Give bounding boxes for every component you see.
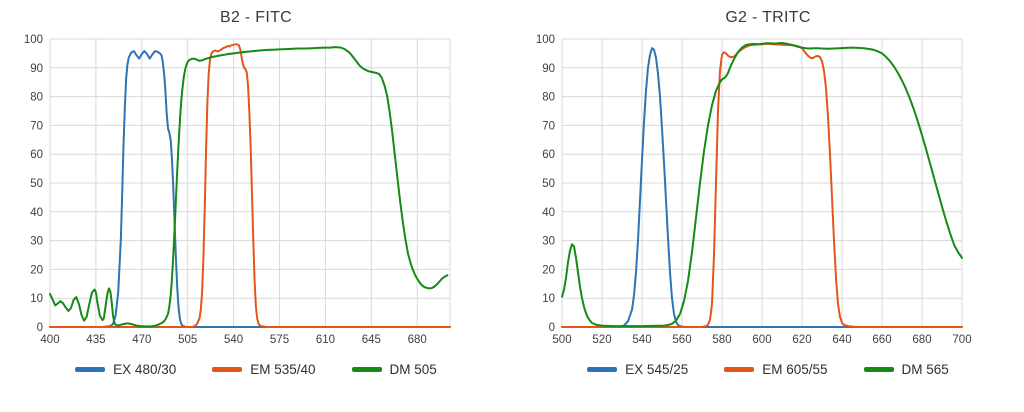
y-tick-label: 40 xyxy=(542,207,555,219)
series-em-605-55 xyxy=(561,42,963,328)
legend-item-ex-545-25: EX 545/25 xyxy=(587,362,688,377)
y-tick-label: 80 xyxy=(542,92,555,104)
legend-label: EM 535/40 xyxy=(250,361,316,377)
x-tick-label: 600 xyxy=(752,334,771,346)
legend-item-em-535-40: EM 535/40 xyxy=(212,361,316,377)
y-tick-label: 60 xyxy=(542,149,555,161)
legend-swatch xyxy=(351,366,382,372)
x-tick-label: 640 xyxy=(832,334,851,346)
x-tick-label: 540 xyxy=(224,334,243,346)
x-tick-label: 660 xyxy=(872,334,891,346)
y-tick-label: 100 xyxy=(536,34,555,46)
series-dm-505 xyxy=(49,46,449,328)
x-tick-label: 470 xyxy=(132,334,151,346)
y-tick-label: 40 xyxy=(30,207,43,219)
series-ex-480-30 xyxy=(49,50,451,328)
legend-label: DM 505 xyxy=(389,361,437,377)
chart-title-b2-fitc: B2 - FITC xyxy=(219,9,293,26)
x-tick-label: 520 xyxy=(592,334,611,346)
y-tick-label: 50 xyxy=(542,178,555,190)
series-ex-545-25 xyxy=(561,47,963,328)
y-tick-label: 90 xyxy=(542,63,555,75)
y-tick-label: 0 xyxy=(549,322,555,334)
y-tick-label: 60 xyxy=(30,149,43,161)
y-tick-label: 50 xyxy=(30,178,43,190)
series-dm-565 xyxy=(561,42,963,328)
legend-label: EX 545/25 xyxy=(625,361,689,377)
legend-b2-fitc: EX 480/30 EM 535/40 DM 505 xyxy=(75,358,437,380)
x-tick-label: 680 xyxy=(912,334,931,346)
x-tick-label: 645 xyxy=(362,334,381,346)
legend-label: DM 565 xyxy=(901,361,949,377)
y-tick-label: 30 xyxy=(542,236,555,248)
legend-item-ex-480-30: EX 480/30 xyxy=(75,362,176,377)
plot-area-g2-tritc: 0 10 20 30 40 50 60 70 80 90 100 500 520 540 560 580 600… xyxy=(536,34,972,346)
x-tick-label: 500 xyxy=(552,334,571,346)
y-tick-label: 10 xyxy=(542,293,555,305)
series-em-535-40 xyxy=(49,43,451,328)
x-tick-label: 700 xyxy=(952,334,971,346)
x-tick-label: 620 xyxy=(792,334,811,346)
y-tick-label: 30 xyxy=(30,236,43,248)
y-tick-label: 70 xyxy=(30,120,43,132)
x-tick-label: 580 xyxy=(712,334,731,346)
legend-g2-tritc: EX 545/25 EM 605/55 DM 565 xyxy=(587,358,949,380)
legend-swatch xyxy=(212,366,243,372)
legend-label: EM 605/55 xyxy=(762,361,828,377)
chart-title-g2-tritc: G2 - TRITC xyxy=(725,9,811,26)
x-tick-label: 400 xyxy=(40,334,59,346)
y-tick-label: 0 xyxy=(37,322,43,334)
legend-swatch xyxy=(587,366,618,372)
x-tick-label: 560 xyxy=(672,334,691,346)
y-tick-label: 10 xyxy=(30,293,43,305)
chart-g2-tritc: G2 - TRITC 0 10 20 30 40 50 60 70 80 90 100 500 520 5… xyxy=(512,0,1024,412)
plot-area-b2-fitc: 0 10 20 30 40 50 60 70 80 90 100 400 435 470 505 540 575… xyxy=(24,34,451,346)
legend-swatch xyxy=(724,366,755,372)
y-tick-label: 100 xyxy=(24,34,43,46)
legend-label: EX 480/30 xyxy=(113,361,177,377)
x-tick-label: 505 xyxy=(178,334,197,346)
legend-item-dm-565: DM 565 xyxy=(863,361,949,377)
y-tick-label: 20 xyxy=(30,264,43,276)
y-tick-label: 20 xyxy=(542,264,555,276)
x-tick-label: 680 xyxy=(408,334,427,346)
y-tick-label: 70 xyxy=(542,120,555,132)
x-tick-label: 540 xyxy=(632,334,651,346)
y-tick-label: 90 xyxy=(30,63,43,75)
legend-swatch xyxy=(75,366,106,372)
x-tick-label: 435 xyxy=(86,334,105,346)
legend-item-dm-505: DM 505 xyxy=(351,361,437,377)
legend-item-em-605-55: EM 605/55 xyxy=(724,361,828,377)
x-tick-label: 610 xyxy=(316,334,335,346)
legend-swatch xyxy=(863,366,894,372)
y-tick-label: 80 xyxy=(30,92,43,104)
x-tick-label: 575 xyxy=(270,334,289,346)
chart-b2-fitc: B2 - FITC 0 10 20 30 40 50 60 70 80 90 100 400 435 47… xyxy=(24,9,451,380)
